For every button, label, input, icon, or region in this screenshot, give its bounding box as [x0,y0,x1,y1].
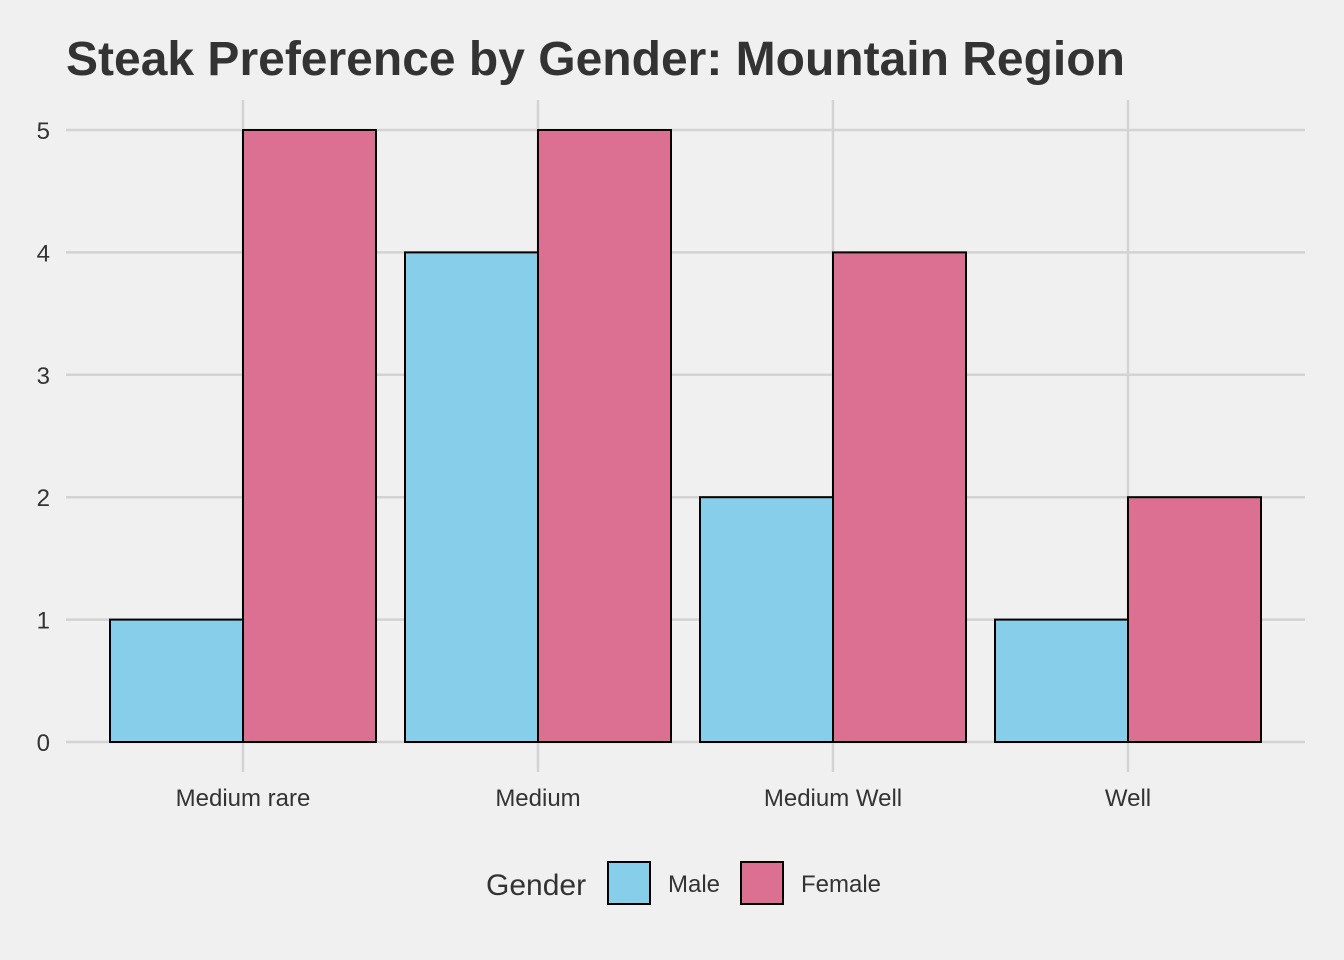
x-axis-ticks: Medium rare Medium Medium Well Well [176,785,1151,812]
bar-female [1127,496,1262,744]
legend-label-male: Male [668,871,720,898]
legend: Gender Male Female [486,861,881,905]
y-tick-label: 1 [37,608,50,635]
y-tick-label: 0 [37,730,50,757]
x-tick-label: Medium Well [764,785,902,812]
bar-male [994,618,1129,743]
bar-female [832,251,967,743]
y-tick-label: 4 [37,240,50,267]
bar-male [404,251,539,743]
legend-items: Male Female [607,861,881,905]
x-tick-label: Medium rare [176,785,311,812]
y-axis-ticks: 0 1 2 3 4 5 [37,118,50,757]
legend-key-male [607,861,651,905]
bar-female [242,129,377,743]
bar-male [109,618,244,743]
legend-key-female [740,861,784,905]
bar-male [699,496,834,744]
y-tick-label: 2 [37,485,50,512]
x-tick-label: Well [1105,785,1151,812]
y-tick-label: 3 [37,363,50,390]
y-tick-label: 5 [37,118,50,145]
legend-label-female: Female [801,871,881,898]
x-tick-label: Medium [495,785,580,812]
bar-female [537,129,672,743]
legend-title: Gender [486,869,586,902]
bars [109,129,1262,744]
chart-title: Steak Preference by Gender: Mountain Reg… [66,33,1125,86]
